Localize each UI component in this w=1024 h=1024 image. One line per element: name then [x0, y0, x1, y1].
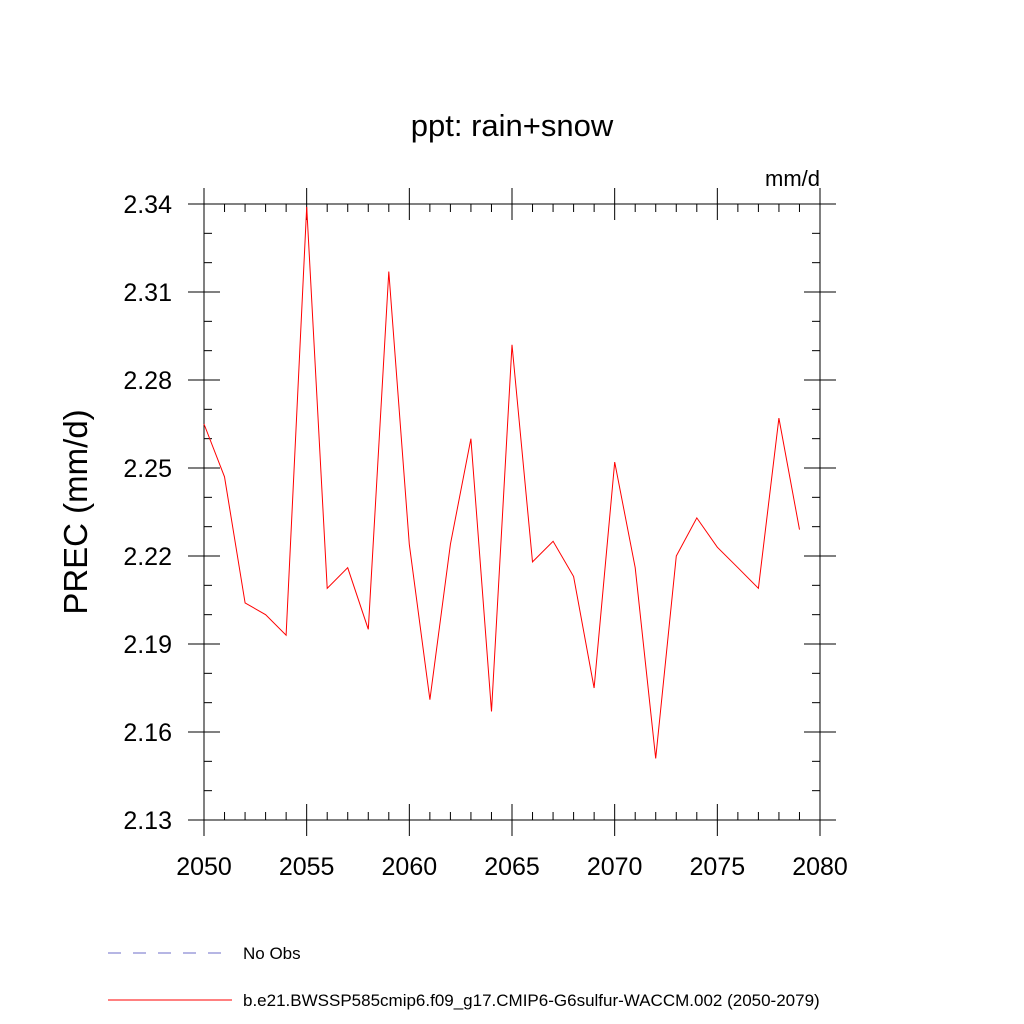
data-point	[491, 711, 492, 712]
data-point	[676, 556, 677, 557]
data-point	[409, 544, 410, 545]
data-point	[655, 758, 656, 759]
plot-frame	[203, 203, 821, 821]
x-tick-label: 2065	[484, 853, 540, 881]
legend-label-0: No Obs	[243, 944, 301, 963]
plot-area	[203, 206, 800, 759]
data-point	[388, 271, 389, 272]
data-point	[614, 462, 615, 463]
y-tick-label: 2.31	[123, 279, 172, 307]
x-tick-label: 2050	[176, 853, 232, 881]
x-tick-label: 2075	[690, 853, 746, 881]
data-point	[778, 418, 779, 419]
data-point	[306, 206, 307, 207]
y-axis-label: PREC (mm/d)	[57, 409, 94, 614]
x-tick-label: 2055	[279, 853, 335, 881]
axes: 2050 2055 2060 2065 2070 2075 2080 2.34 2.31 2.28…	[123, 188, 848, 881]
legend: No Obs b.e21.BWSSP585cmip6.f09_g17.CMIP6-…	[108, 944, 820, 1010]
data-point	[758, 588, 759, 589]
data-point	[717, 547, 718, 548]
y-tick-label: 2.16	[123, 719, 172, 747]
y-tick-label: 2.25	[123, 455, 172, 483]
y-tick-label: 2.34	[123, 191, 172, 219]
y-tick-label: 2.22	[123, 543, 172, 571]
data-point	[286, 635, 287, 636]
data-point	[532, 561, 533, 562]
data-point	[204, 424, 205, 425]
data-point	[470, 438, 471, 439]
data-point	[737, 567, 738, 568]
chart-title: ppt: rain+snow	[411, 108, 614, 143]
data-point	[429, 699, 430, 700]
y-tick-label: 2.19	[123, 631, 172, 659]
x-tick-label: 2070	[587, 853, 643, 881]
data-point	[553, 541, 554, 542]
series-line	[203, 206, 800, 759]
data-point	[799, 529, 800, 530]
data-point	[368, 629, 369, 630]
data-point	[696, 517, 697, 518]
data-point	[224, 476, 225, 477]
data-point	[594, 688, 595, 689]
data-point	[635, 567, 636, 568]
units-label: mm/d	[765, 166, 820, 191]
data-point	[327, 588, 328, 589]
x-tick-label: 2060	[382, 853, 438, 881]
data-point	[512, 344, 513, 345]
data-point	[347, 567, 348, 568]
x-tick-label: 2080	[792, 853, 848, 881]
data-point	[265, 614, 266, 615]
y-tick-label: 2.28	[123, 367, 172, 395]
y-tick-label: 2.13	[123, 807, 172, 835]
data-point	[245, 602, 246, 603]
data-point	[573, 576, 574, 577]
legend-label-1: b.e21.BWSSP585cmip6.f09_g17.CMIP6-G6sulf…	[243, 991, 820, 1010]
data-point	[450, 544, 451, 545]
